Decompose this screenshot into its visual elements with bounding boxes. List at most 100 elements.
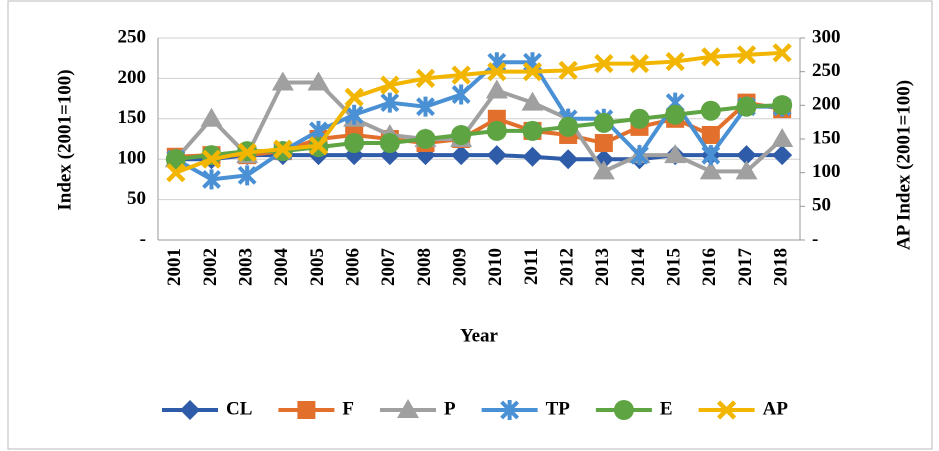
marker	[451, 124, 472, 145]
legend-label: E	[660, 398, 673, 419]
x-tick-label: 2013	[592, 248, 613, 286]
marker	[486, 145, 507, 166]
legend-label: AP	[763, 398, 789, 419]
marker	[415, 68, 436, 88]
y-tick-label: 150	[118, 107, 147, 128]
marker	[416, 96, 435, 117]
marker	[344, 104, 364, 125]
marker	[202, 169, 221, 190]
marker	[664, 144, 687, 164]
marker	[558, 116, 579, 137]
marker	[273, 139, 293, 159]
marker	[772, 145, 793, 166]
y-tick-label: 50	[127, 188, 146, 209]
marker	[522, 146, 543, 167]
marker	[701, 125, 720, 144]
y2-tick-label: 200	[812, 94, 841, 115]
x-tick-label: 2008	[414, 248, 435, 286]
x-tick-label: 2011	[521, 248, 542, 285]
legend-marker	[717, 400, 737, 420]
legend-marker	[500, 400, 520, 420]
marker	[593, 112, 614, 133]
marker	[271, 71, 294, 91]
marker	[308, 136, 329, 156]
x-axis-title: Year	[460, 325, 499, 346]
marker	[630, 145, 649, 166]
marker	[771, 128, 794, 147]
marker	[307, 71, 330, 91]
marker	[594, 134, 613, 153]
marker	[665, 104, 686, 125]
marker	[522, 120, 543, 141]
marker	[166, 163, 186, 183]
marker	[451, 65, 471, 85]
marker	[736, 45, 757, 65]
marker	[486, 120, 507, 141]
marker	[380, 92, 400, 113]
legend-marker	[397, 399, 420, 418]
marker	[521, 91, 544, 111]
marker	[344, 87, 364, 107]
x-tick-label: 2016	[699, 248, 720, 286]
marker	[200, 107, 223, 127]
x-tick-label: 2005	[307, 248, 328, 286]
marker	[594, 53, 614, 74]
marker	[379, 133, 400, 154]
y-tick-label: 200	[118, 67, 147, 88]
x-tick-label: 2017	[735, 248, 756, 287]
marker	[485, 79, 508, 99]
marker	[237, 165, 257, 186]
x-tick-label: 2010	[485, 248, 506, 286]
series-line	[175, 50, 783, 175]
marker	[522, 62, 543, 82]
x-tick-label: 2007	[378, 248, 399, 287]
y-tick-label: 100	[118, 148, 147, 169]
y2-tick-label: 300	[812, 26, 841, 47]
x-tick-label: 2003	[236, 248, 257, 286]
y2-tick-label: -	[812, 228, 818, 249]
legend-label: CL	[226, 398, 252, 419]
x-tick-label: 2001	[164, 248, 185, 286]
marker	[592, 160, 615, 180]
marker	[772, 95, 793, 116]
legend-marker	[180, 400, 200, 420]
frame	[7, 0, 933, 450]
y2-tick-label: 150	[812, 127, 841, 148]
marker	[665, 51, 685, 72]
legend-label: F	[342, 398, 354, 419]
y2-axis-title: AP Index (2001=100)	[893, 80, 914, 250]
marker	[487, 62, 507, 82]
marker	[344, 133, 365, 154]
marker	[736, 96, 757, 117]
y2-tick-label: 50	[812, 195, 831, 216]
marker	[629, 53, 650, 74]
y2-tick-label: 100	[812, 161, 841, 182]
legend-label: P	[444, 398, 456, 419]
legend-marker	[613, 400, 634, 420]
y-tick-label: -	[140, 228, 146, 249]
x-tick-label: 2002	[200, 248, 221, 286]
x-tick-label: 2014	[628, 248, 649, 287]
marker	[451, 84, 471, 105]
y-axis-title: Index (2001=100)	[54, 69, 75, 210]
x-tick-label: 2009	[450, 248, 471, 286]
legend-marker	[297, 401, 316, 419]
marker	[629, 108, 650, 129]
marker	[700, 100, 721, 121]
marker	[237, 142, 257, 163]
x-tick-label: 2012	[557, 248, 578, 286]
series-line	[175, 153, 783, 162]
marker	[701, 145, 721, 166]
marker	[735, 160, 758, 180]
x-tick-label: 2015	[664, 248, 685, 286]
marker	[201, 149, 222, 169]
y2-tick-label: 250	[812, 60, 841, 81]
marker	[772, 43, 792, 63]
marker	[451, 145, 472, 166]
marker	[558, 149, 579, 170]
marker	[165, 149, 186, 170]
marker	[736, 145, 757, 166]
marker	[415, 129, 436, 149]
x-tick-label: 2006	[343, 248, 364, 286]
